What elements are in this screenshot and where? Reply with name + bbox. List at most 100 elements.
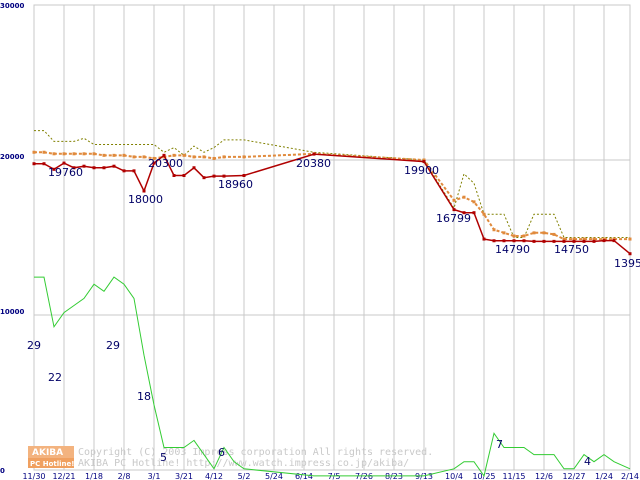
data-label: 7: [496, 438, 503, 451]
series-point-2: [52, 167, 56, 171]
series-point-2: [312, 152, 316, 156]
series-point-2: [472, 211, 476, 215]
series-point-2: [452, 208, 456, 212]
series-point-1: [82, 152, 86, 156]
grid-lines: [33, 4, 631, 471]
x-tick-label: 3/21: [175, 472, 193, 480]
series-point-2: [202, 176, 206, 180]
series-point-1: [452, 198, 456, 202]
data-label: 19760: [48, 166, 83, 179]
site-url-line: AKIBA PC Hotline! http://www.watch.impre…: [78, 458, 409, 469]
x-tick-label: 1/24: [595, 472, 613, 480]
series-point-2: [532, 239, 536, 243]
y-tick-label: 0: [0, 467, 5, 475]
series-point-2: [522, 239, 526, 243]
copyright-watermark: AKIBA PC Hotline! Copyright (C) 2003 Imp…: [28, 446, 433, 469]
data-label: 29: [106, 339, 120, 352]
x-tick-label: 12/27: [562, 472, 585, 480]
x-tick-label: 5/2: [238, 472, 251, 480]
data-label: 29: [27, 339, 41, 352]
series-point-1: [52, 152, 56, 156]
series-point-2: [582, 239, 586, 243]
series-point-2: [602, 239, 606, 243]
series-point-2: [32, 162, 36, 166]
series-point-2: [552, 239, 556, 243]
series-lines: [32, 130, 632, 478]
series-point-2: [182, 174, 186, 177]
series-point-2: [502, 239, 506, 243]
series-point-1: [92, 152, 96, 156]
series-point-1: [592, 237, 596, 241]
series-point-1: [62, 152, 66, 156]
series-point-1: [582, 237, 586, 241]
series-point-1: [172, 153, 176, 157]
series-point-2: [572, 239, 576, 243]
series-point-2: [122, 169, 126, 173]
series-point-2: [42, 162, 46, 166]
data-label: 13953: [614, 257, 640, 270]
series-point-2: [492, 239, 496, 243]
data-label: 4: [584, 455, 591, 468]
data-label: 18: [137, 390, 151, 403]
x-tick-label: 11/15: [502, 472, 525, 480]
series-point-1: [32, 150, 36, 154]
series-point-2: [142, 189, 146, 193]
akiba-logo-text: AKIBA: [32, 448, 63, 458]
series-point-2: [192, 166, 196, 170]
series-point-2: [162, 153, 166, 157]
series-point-2: [592, 239, 596, 243]
series-point-1: [182, 153, 186, 157]
series-point-1: [512, 234, 516, 238]
data-label: 6: [218, 446, 225, 459]
series-point-1: [212, 156, 216, 160]
x-tick-label: 3/1: [148, 472, 161, 480]
series-point-1: [222, 155, 226, 159]
series-point-1: [102, 153, 106, 157]
data-label: 14790: [495, 243, 530, 256]
x-tick-label: 10/4: [445, 472, 463, 480]
series-point-2: [482, 237, 486, 241]
akiba-logo-top: [28, 446, 74, 458]
copyright-line: Copyright (C) 2003 Impress corporation A…: [78, 447, 433, 458]
series-point-1: [72, 152, 76, 156]
series-point-2: [112, 164, 116, 168]
data-label: 22: [48, 371, 62, 384]
data-label: 20380: [296, 157, 331, 170]
series-point-2: [222, 174, 226, 178]
series-line-2: [34, 153, 631, 255]
series-point-2: [212, 174, 216, 178]
series-point-1: [522, 234, 526, 238]
series-line-1: [34, 151, 630, 241]
data-labels: 19760 18000 20300 18960 20380 19900 16799 14790…: [27, 157, 640, 468]
series-point-2: [132, 169, 136, 173]
series-point-2: [82, 164, 86, 168]
x-tick-label: 12/21: [52, 472, 75, 480]
x-tick-label: 4/12: [205, 472, 223, 480]
series-point-1: [42, 150, 46, 154]
series-point-2: [422, 160, 426, 164]
series-point-2: [152, 161, 156, 165]
series-point-2: [628, 252, 632, 256]
series-point-2: [512, 239, 516, 243]
y-tick-label: 20000: [0, 153, 24, 161]
akiba-logo-bottom: [28, 458, 74, 468]
series-point-1: [202, 155, 206, 159]
x-tick-label: 11/30: [22, 472, 45, 480]
x-tick-label: 2/14: [621, 472, 639, 480]
series-point-2: [562, 239, 566, 243]
series-point-1: [602, 237, 606, 241]
data-label: 5: [160, 451, 167, 464]
series-point-1: [462, 195, 466, 199]
series-point-2: [612, 239, 616, 243]
series-point-1: [572, 237, 576, 241]
series-point-1: [502, 231, 506, 235]
data-label: 20300: [148, 157, 183, 170]
series-point-1: [612, 237, 616, 241]
y-tick-label: 10000: [0, 308, 24, 316]
data-label: 18000: [128, 193, 163, 206]
data-label: 18960: [218, 178, 253, 191]
y-axis-ticks: 0 10000 20000 30000: [0, 2, 24, 475]
x-tick-label: 2/8: [118, 472, 131, 480]
series-point-1: [152, 156, 156, 160]
